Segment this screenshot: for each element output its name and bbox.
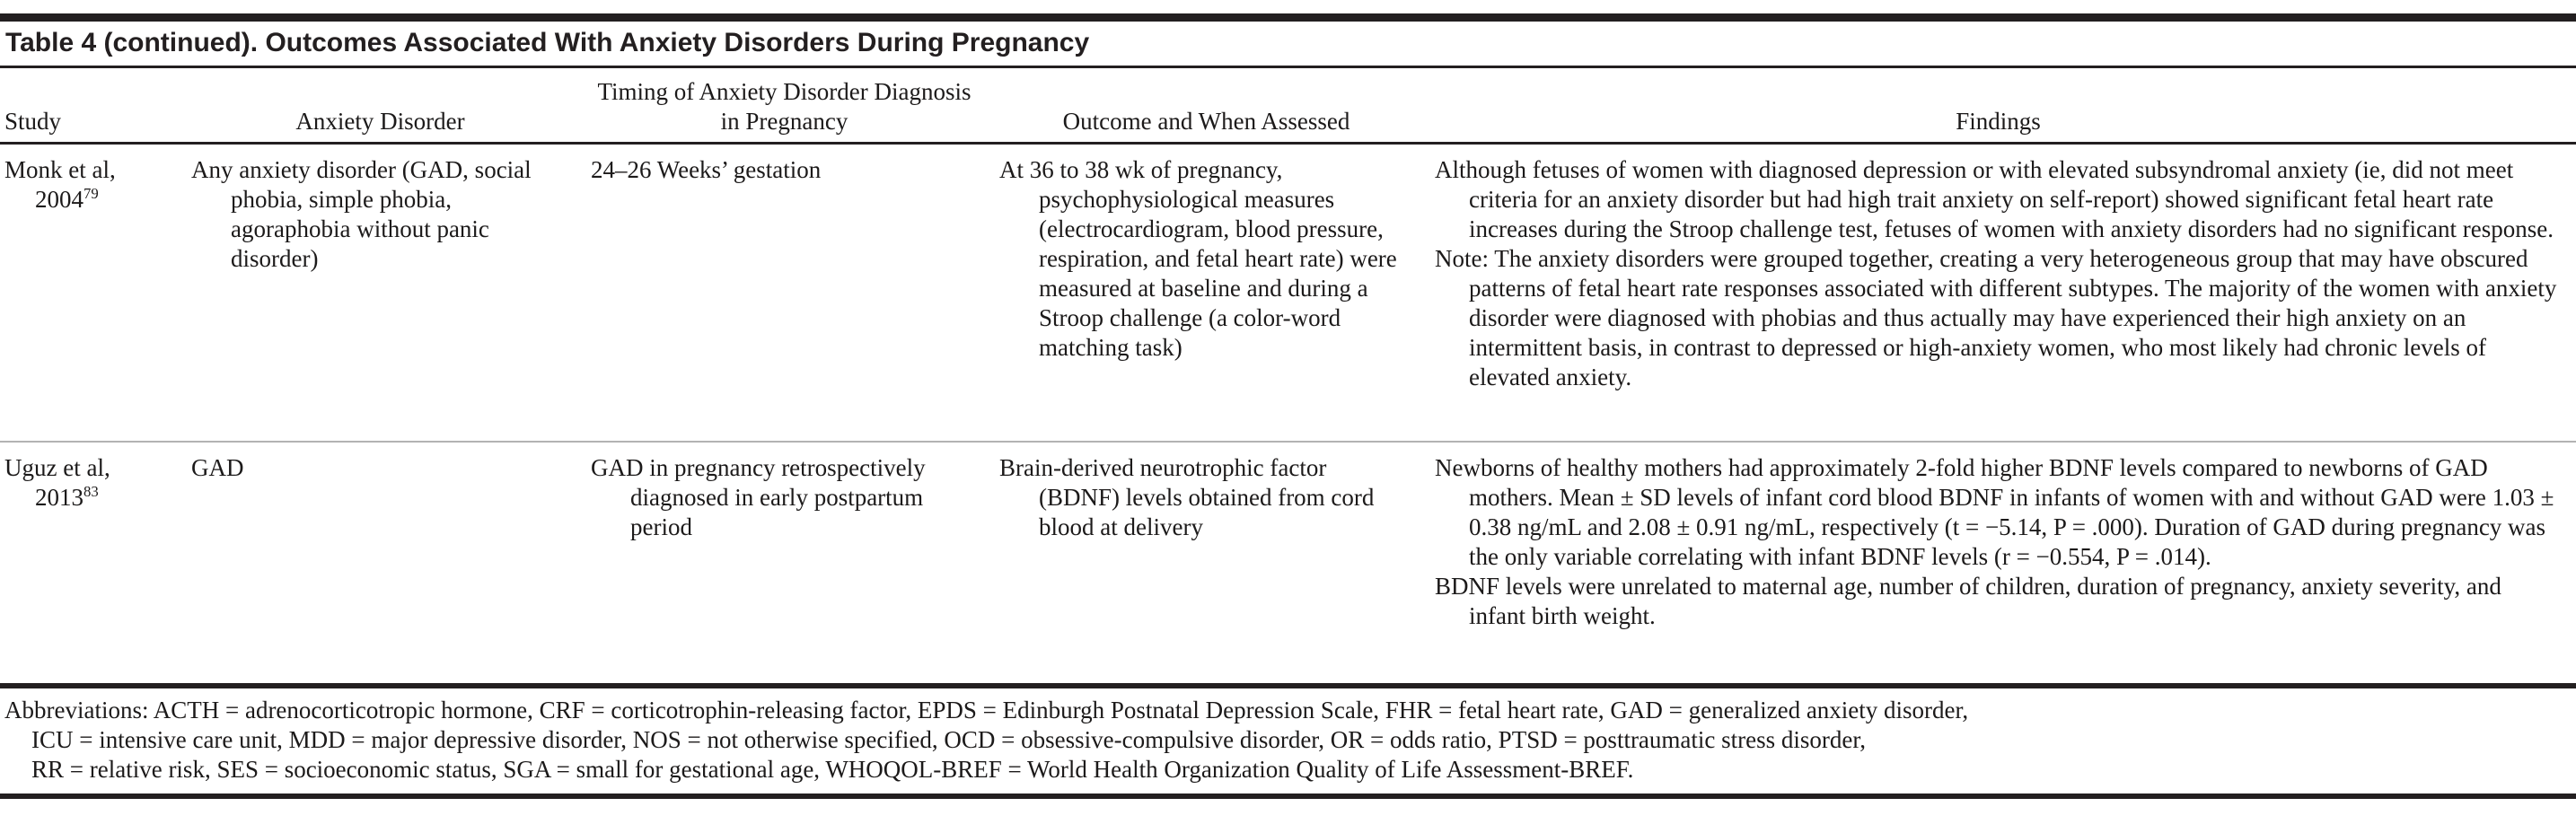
column-header-findings: Findings xyxy=(1956,108,2041,135)
column-header-study: Study xyxy=(4,108,62,135)
bottom-rule xyxy=(0,794,2576,799)
top-rule xyxy=(0,13,2576,22)
findings-paragraph: Newborns of healthy mothers had approxim… xyxy=(1435,454,2554,570)
reference-superscript: 79 xyxy=(84,185,99,202)
cell-findings: Newborns of healthy mothers had approxim… xyxy=(1428,453,2576,676)
findings-paragraph: Note: The anxiety disorders were grouped… xyxy=(1435,245,2557,390)
table-header-row: Study Anxiety Disorder Timing of Anxiety… xyxy=(0,68,2576,142)
column-header-timing: Timing of Anxiety Disorder Diagnosis in … xyxy=(597,78,971,135)
cell-outcome: Brain-derived neurotrophic factor (BDNF)… xyxy=(999,454,1375,540)
cell-timing: GAD in pregnancy retrospectively diagnos… xyxy=(591,454,926,540)
cell-anxiety-disorder: Any anxiety disorder (GAD, social phobia… xyxy=(191,156,532,272)
table-row: Monk et al, 200479 Any anxiety disorder … xyxy=(0,145,2576,441)
cell-study: Monk et al, 200479 xyxy=(0,155,184,434)
row-divider-rule xyxy=(0,441,2576,443)
column-header-anxiety-disorder: Anxiety Disorder xyxy=(295,108,465,135)
column-header-outcome: Outcome and When Assessed xyxy=(1062,108,1350,135)
cell-outcome: At 36 to 38 wk of pregnancy, psychophysi… xyxy=(999,156,1397,361)
footnote-top-rule xyxy=(0,683,2576,688)
header-rule xyxy=(0,142,2576,145)
findings-paragraph: Although fetuses of women with diagnosed… xyxy=(1435,156,2554,242)
cell-findings: Although fetuses of women with diagnosed… xyxy=(1428,155,2576,434)
study-year: 201383 xyxy=(35,483,99,511)
abbreviations-note: Abbreviations: ACTH = adrenocorticotropi… xyxy=(0,688,2576,794)
title-rule xyxy=(0,66,2576,68)
study-author: Monk et al, xyxy=(4,156,116,183)
study-year: 200479 xyxy=(35,185,99,213)
abbreviations-line: RR = relative risk, SES = socioeconomic … xyxy=(31,756,1634,783)
table-row: Uguz et al, 201383 GAD GAD in pregnancy … xyxy=(0,443,2576,683)
study-author: Uguz et al, xyxy=(4,454,110,481)
findings-paragraph: BDNF levels were unrelated to maternal a… xyxy=(1435,573,2501,629)
reference-superscript: 83 xyxy=(84,483,99,500)
table-title: Table 4 (continued). Outcomes Associated… xyxy=(5,28,1090,57)
abbreviations-line: Abbreviations: ACTH = adrenocorticotropi… xyxy=(4,697,1969,723)
cell-study: Uguz et al, 201383 xyxy=(0,453,184,676)
cell-anxiety-disorder: GAD xyxy=(191,454,244,481)
cell-timing: 24–26 Weeks’ gestation xyxy=(591,156,822,183)
abbreviations-line: ICU = intensive care unit, MDD = major d… xyxy=(31,726,1867,753)
